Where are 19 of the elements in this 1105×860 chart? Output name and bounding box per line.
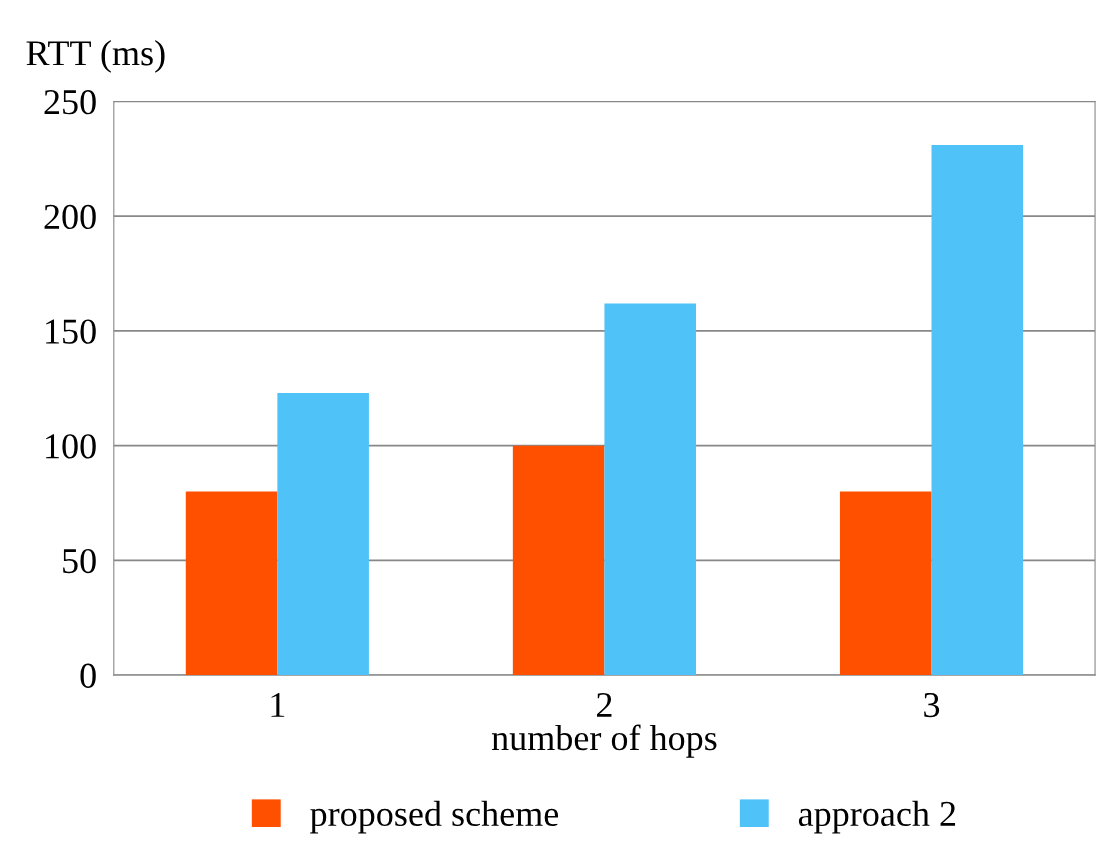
bar: [277, 392, 369, 676]
y-tick-label: 150: [46, 319, 96, 344]
x-axis-title: number of hops: [491, 724, 717, 758]
y-tick-label: 200: [44, 204, 96, 230]
bar: [512, 445, 605, 676]
y-tick-label: 50: [63, 548, 96, 574]
x-tick-label: 3: [924, 692, 940, 718]
bar: [839, 491, 932, 676]
x-tick-label: 2: [596, 692, 612, 717]
bar: [931, 145, 1024, 676]
y-tick-label: 0: [80, 663, 96, 688]
bar: [185, 491, 278, 676]
y-tick-label: 250: [44, 89, 96, 115]
y-tick-label: 100: [46, 434, 96, 459]
legend-label: proposed scheme: [310, 800, 559, 834]
x-tick-label: 1: [271, 692, 285, 717]
bar: [604, 303, 697, 676]
y-axis-title: RTT (ms): [26, 40, 165, 73]
legend-label: approach 2: [798, 800, 956, 834]
